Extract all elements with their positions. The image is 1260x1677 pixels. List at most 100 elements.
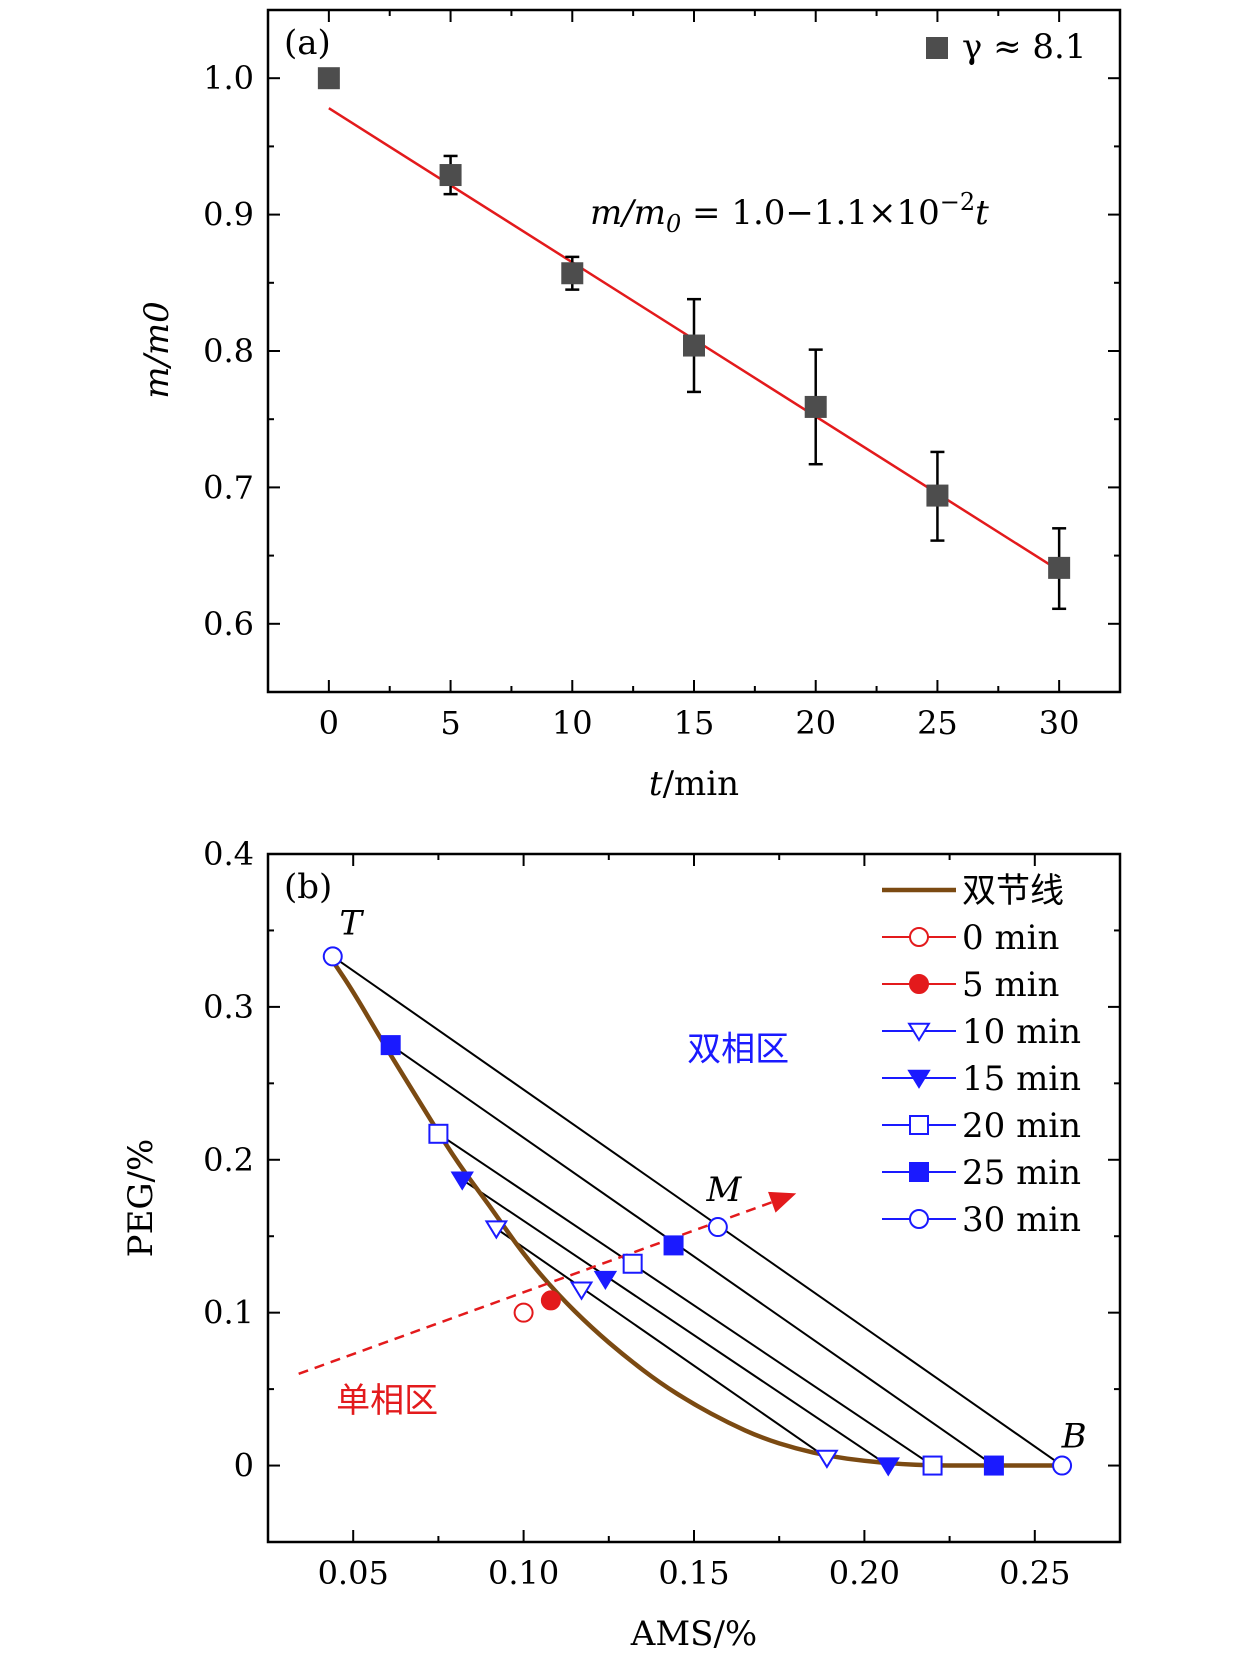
data-point (815, 1449, 839, 1469)
data-point (922, 1455, 943, 1476)
y-tick-label: 0.7 (203, 468, 254, 506)
data-point (439, 164, 462, 187)
data-point (561, 262, 584, 285)
panel-b-tie-lines (332, 955, 1063, 1467)
eq-lhs: m/m (590, 193, 666, 233)
region-label: 双相区 (687, 1029, 789, 1069)
panel-a-legend: γ ≈ 8.1 (926, 27, 1087, 67)
tie-line (495, 1227, 828, 1459)
data-point (683, 334, 705, 357)
y-tick-label: 0.1 (203, 1294, 254, 1332)
x-tick-label: 30 (1039, 704, 1080, 742)
panel-a-ticks: 0 5 10 15 20 25 30 0.6 0.7 0.8 0.9 1.0 (203, 10, 1120, 742)
data-point (569, 1281, 594, 1301)
x-tick-label: 0 (319, 704, 339, 742)
panel-a-x-axis-title: t/min (649, 764, 739, 804)
y-tick-label: 0.3 (203, 988, 254, 1026)
legend-marker (907, 1069, 931, 1089)
x-tick-label: 10 (552, 704, 593, 742)
panel-a-x-axis-unit: /min (663, 764, 739, 804)
legend-label: 30 min (962, 1200, 1081, 1240)
panel-b-trajectory-arrow (298, 1191, 797, 1375)
panel-b-ticks: 0.05 0.10 0.15 0.20 0.25 0 0.1 0.2 0.3 0.4 (203, 835, 1120, 1592)
legend-label: 25 min (962, 1153, 1081, 1193)
x-tick-label: 0.25 (999, 1554, 1070, 1592)
legend-label: 15 min (962, 1059, 1081, 1099)
panel-b-label: (b) (284, 867, 332, 907)
legend-label: 20 min (962, 1106, 1081, 1146)
x-tick-label: 0.20 (829, 1554, 900, 1592)
y-tick-label: 0 (234, 1447, 254, 1485)
y-tick-label: 0.2 (203, 1141, 254, 1179)
data-point (484, 1220, 509, 1240)
data-point (322, 946, 343, 967)
eq-sup: −2 (940, 188, 975, 216)
legend-marker (909, 974, 929, 994)
data-point (1052, 1455, 1073, 1476)
legend-marker (909, 927, 929, 947)
panel-b-legend: 双节线 0 min 5 min 10 min 15 min 20 min 25 min 30 … (882, 871, 1081, 1240)
x-tick-label: 0.10 (488, 1554, 559, 1592)
legend-label: 5 min (962, 965, 1059, 1005)
y-tick-label: 1.0 (203, 59, 254, 97)
tie-line (332, 955, 1063, 1467)
panel-b-x-axis-title: AMS/% (630, 1614, 757, 1654)
data-point (540, 1290, 561, 1311)
x-tick-label: 5 (440, 704, 460, 742)
eq-var: t (975, 193, 989, 233)
data-point (983, 1455, 1004, 1476)
panel-b-y-axis-title: PEG/% (121, 1139, 161, 1258)
legend-marker (909, 1162, 929, 1182)
point-label: B (1061, 1417, 1087, 1457)
tie-line (437, 1132, 934, 1467)
tie-line (390, 1044, 995, 1467)
data-point (876, 1457, 900, 1477)
tie-line (461, 1178, 889, 1467)
panel-a-data-points (317, 67, 1071, 611)
x-tick-label: 0.15 (658, 1554, 729, 1592)
data-point (317, 67, 340, 90)
point-label: M (705, 1170, 742, 1210)
eq-body: = 1.0−1.1×10 (681, 193, 940, 233)
data-point (513, 1302, 534, 1323)
panel-a-label: (a) (284, 23, 331, 63)
legend-marker (909, 1115, 929, 1135)
panel-b-data-points (322, 946, 1073, 1477)
y-tick-label: 0.9 (203, 196, 254, 234)
data-point (380, 1035, 401, 1056)
data-point (593, 1270, 618, 1290)
panel-b-chart: 0.05 0.10 0.15 0.20 0.25 0 0.1 0.2 0.3 0.4 T M B 双相区… (121, 835, 1122, 1654)
data-point (804, 395, 827, 418)
y-tick-label: 0.8 (203, 332, 254, 370)
x-tick-label: 15 (674, 704, 715, 742)
data-point (428, 1123, 449, 1144)
panel-a-y-axis-title: m/m0 (137, 301, 177, 399)
legend-label: 10 min (962, 1012, 1081, 1052)
x-tick-label: 0.05 (318, 1554, 389, 1592)
eq-sub: 0 (666, 210, 681, 238)
arrow-head (768, 1191, 797, 1213)
data-point (663, 1235, 684, 1256)
x-tick-label: 25 (917, 704, 958, 742)
legend-marker (909, 1209, 929, 1229)
legend-label: 0 min (962, 918, 1059, 958)
legend-label: 双节线 (962, 871, 1064, 911)
data-point (450, 1171, 474, 1191)
data-point (1048, 556, 1071, 579)
panel-a-chart: 0 5 10 15 20 25 300.60.70.80.91.0 (a) γ ≈ 8.1 … (137, 8, 1122, 804)
panel-a-legend-label: γ ≈ 8.1 (962, 27, 1087, 67)
legend-marker (907, 1022, 931, 1042)
y-tick-label: 0.6 (203, 605, 254, 643)
region-label: 单相区 (336, 1381, 438, 1421)
data-point (707, 1217, 728, 1238)
panel-a-x-axis-var: t (649, 764, 663, 804)
panel-a-fit-equation: m/m0 = 1.0−1.1×10−2t (590, 188, 989, 238)
y-tick-label: 0.4 (203, 835, 254, 873)
data-point (622, 1253, 643, 1274)
data-point (926, 484, 949, 507)
point-label: T (339, 903, 364, 943)
panel-a-legend-marker (926, 37, 948, 59)
x-tick-label: 20 (795, 704, 836, 742)
